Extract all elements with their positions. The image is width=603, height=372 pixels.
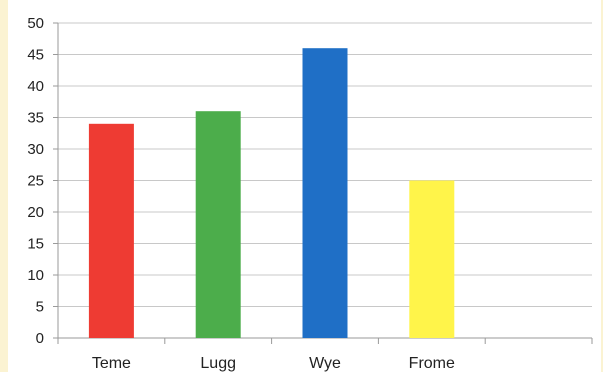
y-tick-label: 15 (27, 236, 44, 253)
x-category-label: Frome (409, 355, 455, 372)
bar-lugg (195, 111, 241, 338)
y-tick-label: 50 (27, 15, 44, 32)
bar-wye (302, 48, 348, 338)
y-tick-label: 30 (27, 141, 44, 158)
y-tick-label: 40 (27, 78, 44, 95)
x-category-label: Wye (309, 355, 341, 372)
y-tick-label: 45 (27, 47, 44, 64)
y-tick-label: 20 (27, 204, 44, 221)
x-category-label: Lugg (200, 355, 236, 372)
y-tick-label: 5 (36, 299, 44, 316)
x-category-label: Teme (92, 355, 131, 372)
y-tick-label: 35 (27, 110, 44, 127)
y-tick-label: 25 (27, 173, 44, 190)
bar-frome (409, 180, 455, 338)
bar-teme (88, 123, 134, 338)
y-tick-label: 0 (36, 330, 44, 347)
y-tick-label: 10 (27, 267, 44, 284)
